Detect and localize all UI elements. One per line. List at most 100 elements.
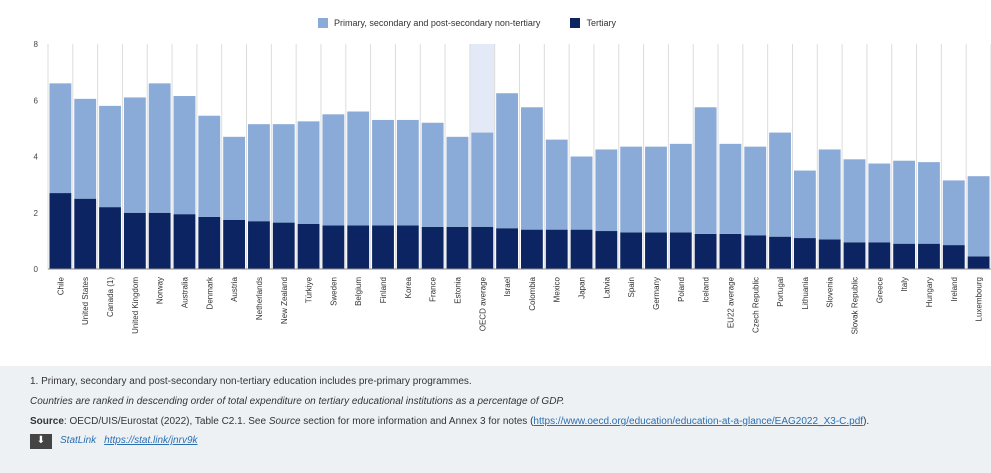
x-category-label: Israel — [503, 277, 512, 297]
x-category-label: Ireland — [950, 277, 959, 301]
bar-primary-secondary — [347, 112, 369, 226]
bar-primary-secondary — [819, 149, 841, 239]
bar-tertiary — [447, 227, 469, 269]
x-category-label: Chile — [56, 276, 65, 295]
x-category-label: Finland — [379, 277, 388, 303]
bar-tertiary — [695, 234, 717, 269]
legend-swatch-tertiary — [570, 18, 580, 28]
bar-tertiary — [124, 213, 146, 269]
x-category-label: Slovak Republic — [851, 277, 860, 334]
bar-tertiary — [149, 213, 171, 269]
download-icon[interactable]: ⬇ — [30, 434, 52, 449]
bar-tertiary — [868, 242, 890, 269]
x-category-label: Estonia — [453, 276, 462, 303]
bar-tertiary — [198, 217, 220, 269]
x-category-label: Mexico — [553, 276, 562, 302]
x-category-label: Korea — [404, 276, 413, 298]
x-category-label: Australia — [180, 276, 189, 308]
bar-tertiary — [174, 214, 196, 269]
x-category-label: Luxembourg — [975, 277, 984, 321]
bar-primary-secondary — [968, 176, 990, 256]
x-category-label: Iceland — [702, 277, 711, 303]
bar-primary-secondary — [546, 140, 568, 230]
x-category-label: Austria — [230, 276, 239, 301]
bar-tertiary — [571, 230, 593, 269]
bar-primary-secondary — [471, 133, 493, 227]
x-category-label: OECD average — [478, 276, 487, 331]
source-link[interactable]: https://www.oecd.org/education/education… — [533, 416, 863, 427]
bar-tertiary — [595, 231, 617, 269]
source-text-2: section for more information and Annex 3… — [301, 416, 534, 427]
bar-tertiary — [49, 193, 71, 269]
bar-primary-secondary — [298, 121, 320, 224]
x-category-label: Czech Republic — [751, 277, 760, 333]
x-category-label: Latvia — [602, 276, 611, 298]
legend-label-tertiary: Tertiary — [586, 18, 616, 28]
bar-primary-secondary — [769, 133, 791, 237]
bar-primary-secondary — [521, 107, 543, 229]
bar-primary-secondary — [918, 162, 940, 244]
bar-primary-secondary — [695, 107, 717, 234]
x-category-label: Lithuania — [801, 276, 810, 309]
bar-primary-secondary — [620, 147, 642, 233]
x-category-label: Colombia — [528, 276, 537, 310]
x-category-label: France — [429, 276, 438, 301]
statlink-row: ⬇ StatLink https://stat.link/jnrv9k — [30, 431, 970, 451]
bar-tertiary — [918, 244, 940, 269]
bar-tertiary — [620, 232, 642, 269]
bar-tertiary — [744, 235, 766, 269]
bar-tertiary — [670, 232, 692, 269]
statlink-label: StatLink — [60, 431, 96, 451]
stacked-bar-chart: 0 2 4 6 8 Chile United States Canada (1) United … — [0, 0, 991, 366]
bar-primary-secondary — [223, 137, 245, 220]
bar-primary-secondary — [447, 137, 469, 227]
ranking-note: Countries are ranked in descending order… — [30, 392, 970, 412]
bar-tertiary — [496, 228, 518, 269]
bar-tertiary — [74, 199, 96, 269]
chart-notes: 1. Primary, secondary and post-secondary… — [30, 372, 970, 451]
x-category-label: Greece — [875, 276, 884, 303]
x-category-label: United Kingdom — [131, 277, 140, 334]
x-category-label: Portugal — [776, 277, 785, 307]
bar-primary-secondary — [149, 83, 171, 212]
bar-tertiary — [422, 227, 444, 269]
bar-tertiary — [248, 221, 270, 269]
footnote-1: 1. Primary, secondary and post-secondary… — [30, 372, 970, 392]
bar-primary-secondary — [645, 147, 667, 233]
x-category-label: Germany — [652, 277, 661, 310]
x-category-label: Canada (1) — [106, 277, 115, 317]
x-category-label: United States — [81, 277, 90, 325]
y-tick-label: 6 — [34, 96, 39, 105]
bar-tertiary — [720, 234, 742, 269]
source-end: ). — [863, 416, 869, 427]
x-category-label: Slovenia — [826, 276, 835, 307]
x-category-label: Belgium — [354, 277, 363, 306]
x-category-label: Japan — [578, 277, 587, 299]
statlink-link[interactable]: https://stat.link/jnrv9k — [104, 431, 197, 451]
bar-tertiary — [943, 245, 965, 269]
legend-label-primary: Primary, secondary and post-secondary no… — [334, 18, 540, 28]
bar-primary-secondary — [397, 120, 419, 225]
x-category-label: Türkiye — [305, 276, 314, 303]
bar-primary-secondary — [571, 157, 593, 230]
bar-primary-secondary — [372, 120, 394, 225]
source-label: Source — [30, 416, 64, 427]
bar-primary-secondary — [49, 83, 71, 193]
x-category-label: Sweden — [329, 277, 338, 306]
bar-primary-secondary — [99, 106, 121, 207]
bar-primary-secondary — [794, 171, 816, 239]
bar-tertiary — [769, 237, 791, 269]
x-category-label: Poland — [677, 277, 686, 302]
bar-tertiary — [397, 225, 419, 269]
chart-panel: 0 2 4 6 8 Chile United States Canada (1) United … — [0, 0, 991, 366]
bar-tertiary — [273, 223, 295, 269]
bar-primary-secondary — [422, 123, 444, 227]
bar-primary-secondary — [496, 93, 518, 228]
bar-primary-secondary — [124, 97, 146, 212]
bar-tertiary — [521, 230, 543, 269]
source-note: Source: OECD/UIS/Eurostat (2022), Table … — [30, 415, 970, 429]
bar-primary-secondary — [248, 124, 270, 221]
bar-primary-secondary — [720, 144, 742, 234]
x-category-label: Spain — [627, 277, 636, 297]
bar-tertiary — [893, 244, 915, 269]
